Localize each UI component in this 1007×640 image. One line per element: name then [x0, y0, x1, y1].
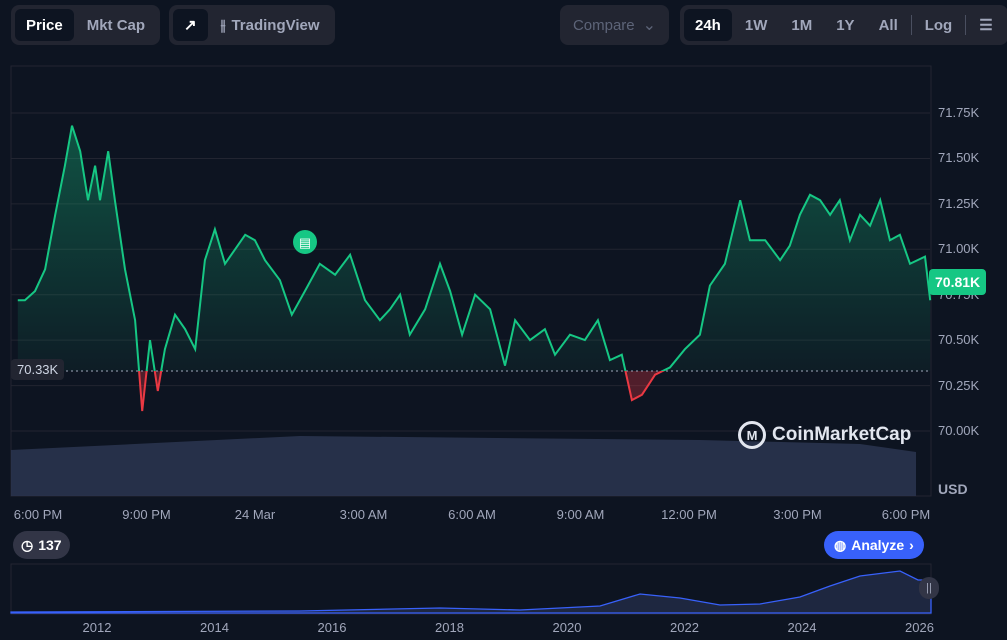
coinmarketcap-watermark: M CoinMarketCap [738, 421, 911, 449]
x-tick-label: 3:00 AM [339, 507, 388, 522]
price-tab[interactable]: Price [15, 9, 74, 41]
tradingview-label: TradingView [231, 16, 320, 34]
x-tick-label: 6:00 PM [881, 507, 931, 522]
volume-bars [11, 436, 916, 496]
mini-year-label: 2016 [317, 620, 347, 635]
line-chart-icon: ↗ [184, 17, 197, 34]
x-tick-label: 3:00 PM [773, 507, 822, 522]
mini-year-label: 2020 [552, 620, 582, 635]
tradingview-button[interactable]: ⫲ TradingView [210, 9, 331, 41]
settings-sliders-icon[interactable]: ☰ [979, 17, 993, 34]
document-icon: ▤ [299, 235, 311, 250]
mini-year-label: 2014 [200, 620, 229, 635]
y-tick-label: 71.75K [938, 105, 980, 121]
x-tick-label: 6:00 PM [13, 507, 63, 522]
analyze-label: Analyze [851, 537, 905, 553]
mini-chart-history[interactable] [10, 570, 932, 614]
log-toggle[interactable]: Log [924, 16, 953, 34]
candlestick-icon: ⫲ [220, 16, 226, 34]
compare-label: Compare [572, 16, 635, 34]
y-tick-label: 71.00K [938, 241, 980, 257]
analyze-button[interactable]: ◍ Analyze › [824, 531, 924, 559]
y-tick-label: 70.50K [938, 332, 980, 348]
y-tick-label: 71.50K [938, 150, 980, 166]
line-chart-button[interactable]: ↗ [173, 9, 208, 41]
divider [965, 15, 967, 35]
cmc-ai-icon: ◍ [834, 536, 847, 553]
range-1w[interactable]: 1W [744, 16, 768, 34]
price-area-fill [17, 125, 931, 372]
range-all[interactable]: All [878, 16, 898, 34]
x-tick-label: 6:00 AM [448, 507, 496, 522]
x-tick-label: 9:00 AM [556, 507, 605, 522]
divider [910, 15, 912, 35]
chart-type-toggle: ↗ ⫲ TradingView [169, 5, 335, 45]
chevron-right-icon: › [909, 537, 914, 553]
mini-chart-drag-handle[interactable]: || [919, 577, 939, 599]
mini-year-label: 2026 [905, 620, 934, 635]
watermark-text: CoinMarketCap [772, 424, 912, 445]
mini-year-label: 2018 [435, 620, 464, 635]
mkt-cap-tab[interactable]: Mkt Cap [86, 16, 146, 34]
events-button[interactable]: ◷ 137 [13, 531, 70, 559]
price-line [17, 125, 932, 372]
mini-year-label: 2024 [787, 620, 817, 635]
y-tick-label: 70.00K [938, 423, 980, 438]
open-price-label: 70.33K [11, 359, 65, 381]
cmc-logo-icon: M [738, 421, 766, 449]
mini-year-label: 2012 [82, 620, 112, 635]
range-selector: 24h 1W 1M 1Y All Log ☰ [680, 5, 1007, 45]
range-1y[interactable]: 1Y [836, 16, 855, 34]
price-mktcap-toggle: Price Mkt Cap [11, 5, 161, 45]
y-tick-label: 70.25K [938, 377, 980, 393]
current-price-label: 70.81K [929, 268, 987, 295]
range-1m[interactable]: 1M [791, 16, 813, 34]
history-clock-icon: ◷ [21, 536, 34, 553]
x-tick-label: 9:00 PM [122, 507, 171, 522]
events-count: 137 [38, 537, 62, 553]
compare-dropdown[interactable]: Compare ⌄ [560, 5, 669, 45]
y-tick-label: 71.25K [938, 195, 980, 211]
x-tick-label: 12:00 PM [661, 507, 717, 522]
chevron-down-icon: ⌄ [642, 17, 657, 34]
x-tick-label: 24 Mar [234, 507, 276, 522]
y-axis-unit: USD [938, 481, 968, 497]
mini-year-label: 2022 [670, 620, 699, 635]
news-note-icon[interactable] [293, 230, 317, 254]
range-24h[interactable]: 24h [684, 9, 732, 41]
